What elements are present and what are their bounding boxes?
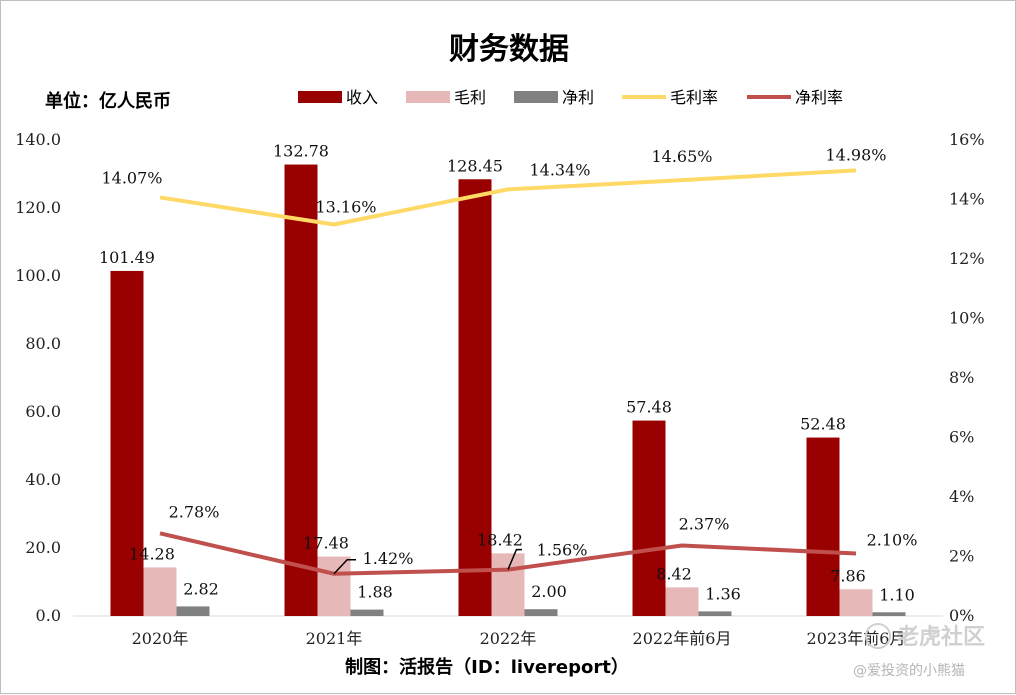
axes: 0.0 20.0 40.0 60.0 80.0 100.0 120.0 140.0 0% 2% 4%… xyxy=(15,130,984,648)
legend-swatch xyxy=(298,91,342,103)
y-right-tick-label: 12% xyxy=(949,249,985,268)
y-left-tick-label: 60.0 xyxy=(25,402,61,421)
bar-收入 xyxy=(110,270,144,616)
x-tick-label: 2021年 xyxy=(306,629,363,648)
legend-label: 净利率 xyxy=(795,88,843,107)
bar-label-毛利: 7.86 xyxy=(830,566,866,585)
bar-毛利 xyxy=(491,553,525,616)
watermark-user: @爱投资的小熊猫 xyxy=(853,663,965,679)
line-label-毛利率: 14.98% xyxy=(825,145,886,164)
y-left-tick-label: 80.0 xyxy=(25,334,61,353)
line-毛利率 xyxy=(159,168,857,227)
bar-label-净利: 2.00 xyxy=(531,582,567,601)
y-right-tick-label: 16% xyxy=(949,130,985,149)
y-left-tick-label: 20.0 xyxy=(25,538,61,557)
bar-label-收入: 57.48 xyxy=(626,398,672,417)
line-label-毛利率: 14.07% xyxy=(101,168,162,187)
y-right-tick-label: 10% xyxy=(949,309,985,328)
bar-毛利 xyxy=(665,587,699,616)
bar-label-收入: 52.48 xyxy=(800,415,846,434)
line-label-毛利率: 14.34% xyxy=(529,160,590,179)
line-label-净利率: 2.78% xyxy=(169,502,220,521)
line-label-净利率: 1.42% xyxy=(363,549,414,568)
bar-label-净利: 1.10 xyxy=(879,585,915,604)
x-tick-label: 2022年前6月 xyxy=(633,629,732,648)
watermark-brand: 老虎社区 xyxy=(896,624,985,650)
leader-line xyxy=(333,559,356,575)
legend-swatch xyxy=(514,91,558,103)
legend-label: 收入 xyxy=(346,88,378,107)
line-label-净利率: 1.56% xyxy=(537,541,588,560)
x-tick-label: 2023年前6月 xyxy=(807,629,906,648)
legend-label: 毛利率 xyxy=(670,88,718,107)
y-right-tick-label: 2% xyxy=(949,547,974,566)
line-label-毛利率: 13.16% xyxy=(315,197,376,216)
bar-毛利 xyxy=(143,567,177,616)
bar-label-毛利: 17.48 xyxy=(303,534,349,553)
bar-收入 xyxy=(806,437,840,616)
line-label-毛利率: 14.65% xyxy=(651,147,712,166)
bars xyxy=(110,164,906,616)
bar-毛利 xyxy=(317,556,351,616)
line-label-净利率: 2.37% xyxy=(679,514,730,533)
bar-毛利 xyxy=(839,589,873,616)
lines xyxy=(159,168,857,576)
tiger-logo-icon xyxy=(865,623,891,649)
x-tick-label: 2020年 xyxy=(132,629,189,648)
bar-label-收入: 128.45 xyxy=(447,156,503,175)
chart-credit: 制图：活报告（ID：livereport） xyxy=(345,656,629,678)
bar-净利 xyxy=(698,611,732,616)
bar-label-收入: 101.49 xyxy=(99,248,155,267)
chart-title: 财务数据 xyxy=(449,32,569,67)
y-right-tick-label: 14% xyxy=(949,190,985,209)
y-left-tick-label: 120.0 xyxy=(15,198,61,217)
legend-label: 净利 xyxy=(562,88,594,107)
y-left-tick-label: 0.0 xyxy=(36,606,61,625)
bar-label-毛利: 18.42 xyxy=(477,530,523,549)
y-left-tick-label: 100.0 xyxy=(15,266,61,285)
data-labels: 101.49 132.78 128.45 57.48 52.48 14.28 17.48 18… xyxy=(99,142,917,605)
bar-收入 xyxy=(632,420,666,616)
y-right-tick-label: 4% xyxy=(949,487,974,506)
bar-净利 xyxy=(350,609,384,616)
bar-收入 xyxy=(284,164,318,616)
bar-label-净利: 2.82 xyxy=(183,579,219,598)
bar-净利 xyxy=(872,612,906,616)
bar-label-收入: 132.78 xyxy=(273,142,329,161)
y-right-tick-label: 8% xyxy=(949,368,974,387)
bar-净利 xyxy=(524,609,558,616)
bar-净利 xyxy=(176,606,210,616)
unit-label: 单位：亿人民币 xyxy=(45,90,171,112)
bar-label-净利: 1.36 xyxy=(705,584,741,603)
bar-label-毛利: 8.42 xyxy=(656,564,692,583)
bar-label-净利: 1.88 xyxy=(357,583,393,602)
legend-label: 毛利 xyxy=(454,88,486,107)
x-tick-label: 2022年 xyxy=(480,629,537,648)
leader-line xyxy=(507,548,522,570)
legend: 收入 毛利 净利 毛利率 净利率 xyxy=(298,88,843,107)
y-left-tick-label: 40.0 xyxy=(25,470,61,489)
y-left-tick-label: 140.0 xyxy=(15,130,61,149)
legend-swatch xyxy=(406,91,450,103)
watermark: 老虎社区 @爱投资的小熊猫 xyxy=(853,623,985,679)
y-right-tick-label: 6% xyxy=(949,428,974,447)
line-label-净利率: 2.10% xyxy=(867,531,918,550)
y-right-tick-label: 0% xyxy=(949,606,974,625)
bar-label-毛利: 14.28 xyxy=(129,544,175,563)
bar-收入 xyxy=(458,179,492,616)
